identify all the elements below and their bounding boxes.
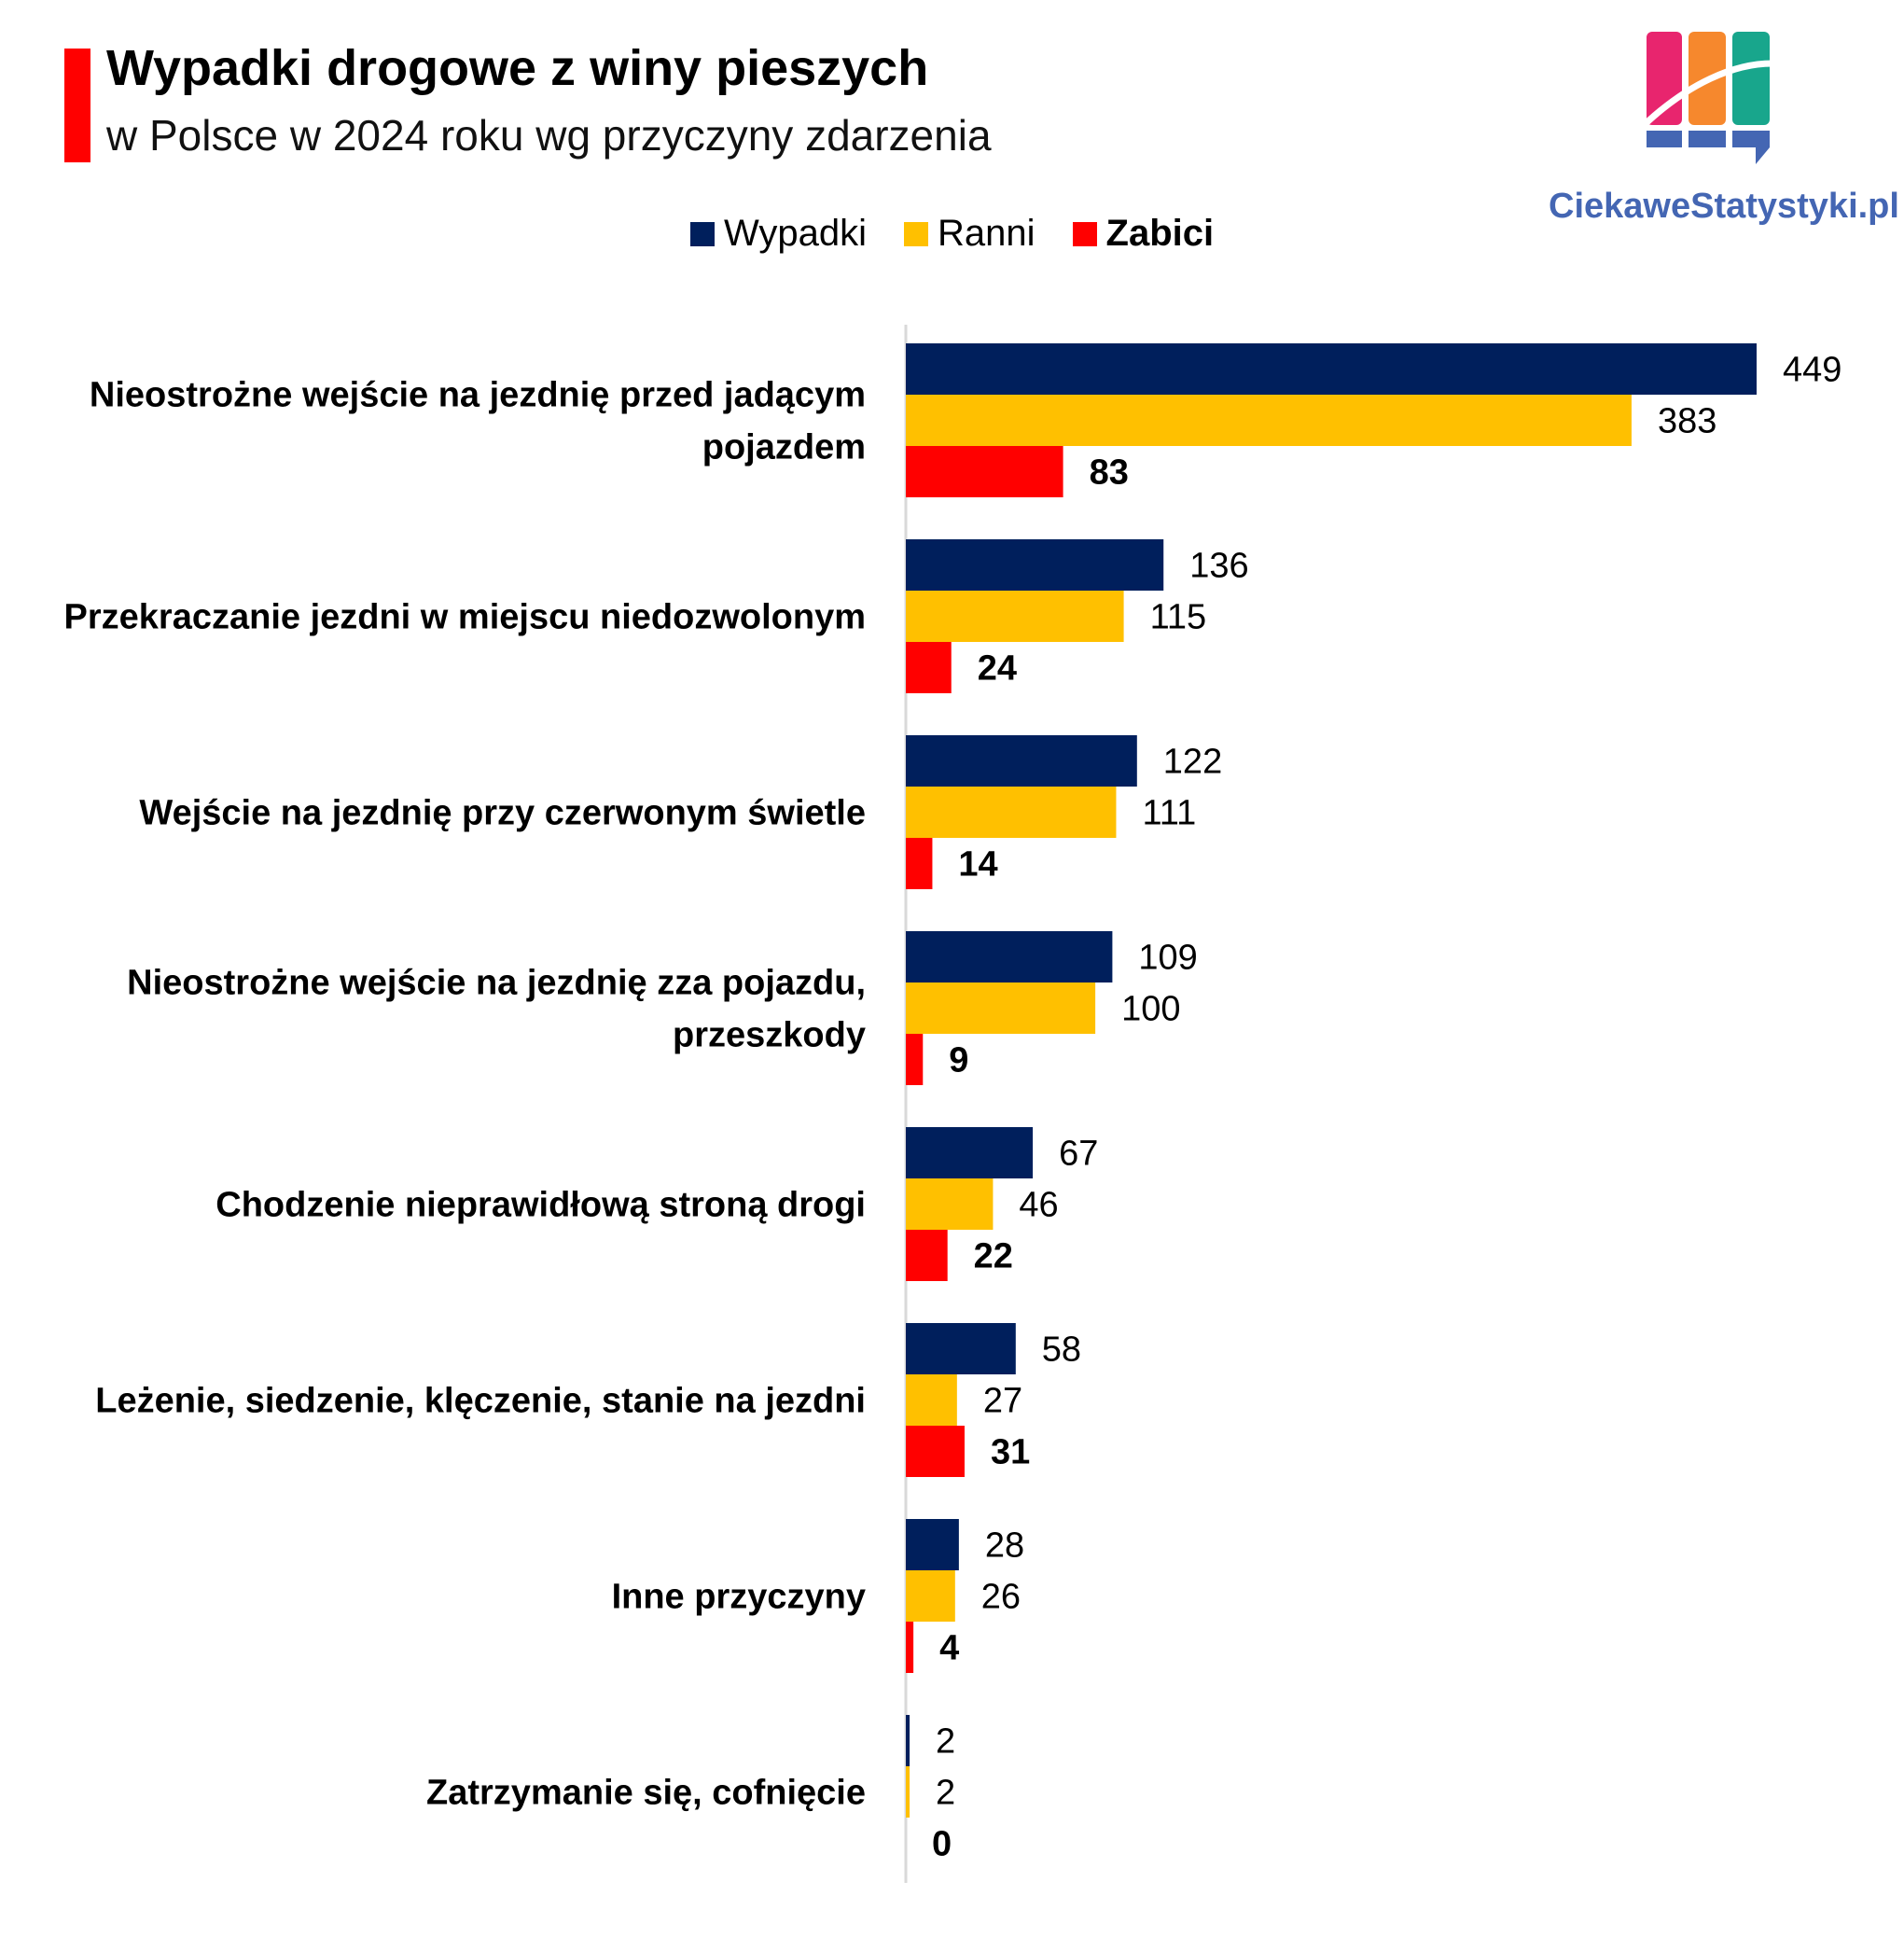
bar-zabici [906, 1622, 914, 1673]
data-label-ranni: 100 [1121, 990, 1180, 1029]
bar-ranni [906, 591, 1124, 642]
legend-swatch-zabici [1072, 221, 1097, 246]
data-label-ranni: 115 [1150, 598, 1207, 637]
category-label-line: Nieostrożne wejście na jezdnię zza pojaz… [127, 964, 866, 1003]
legend-swatch-wypadki [690, 221, 715, 246]
data-label-ranni: 2 [936, 1774, 955, 1813]
category-label-line: przeszkody [673, 1016, 866, 1055]
data-label-ranni: 111 [1142, 794, 1196, 833]
category-label: Inne przyczyny [612, 1578, 866, 1617]
data-label-zabici: 14 [958, 845, 997, 885]
data-label-wypadki: 109 [1138, 939, 1197, 978]
bar-zabici [906, 642, 952, 693]
data-label-wypadki: 122 [1163, 743, 1222, 782]
bar-chart: Nieostrożne wejście na jezdnię przed jad… [64, 325, 1841, 1883]
bar-wypadki [906, 539, 1164, 591]
bar-ranni [906, 1570, 955, 1622]
category-label: Zatrzymanie się, cofnięcie [426, 1774, 866, 1813]
logo-base-right [1732, 131, 1770, 164]
data-label-zabici: 0 [932, 1825, 952, 1864]
category-label-line: Wejście na jezdnię przy czerwonym świetl… [139, 794, 866, 833]
bar-ranni [906, 395, 1632, 446]
chart-legend: Wypadki Ranni Zabici [690, 213, 1251, 255]
category-label: Przekraczanie jezdni w miejscu niedozwol… [64, 598, 866, 637]
category-label: Leżenie, siedzenie, klęczenie, stanie na… [95, 1382, 866, 1421]
data-label-wypadki: 58 [1042, 1331, 1081, 1370]
logo-bar-green [1732, 32, 1770, 125]
bar-zabici [906, 446, 1063, 497]
bar-wypadki [906, 1323, 1016, 1374]
bar-ranni [906, 1178, 994, 1230]
data-label-wypadki: 136 [1189, 547, 1248, 586]
logo-base-mid [1689, 131, 1726, 147]
bar-wypadki [906, 931, 1113, 982]
bar-zabici [906, 1426, 965, 1477]
data-label-ranni: 26 [981, 1578, 1021, 1617]
category-label: Chodzenie nieprawidłową stroną drogi [215, 1186, 866, 1225]
data-label-zabici: 9 [949, 1041, 968, 1080]
title-accent-bar [64, 49, 90, 162]
bar-ranni [906, 787, 1117, 838]
bar-ranni [906, 982, 1096, 1034]
data-label-ranni: 383 [1658, 402, 1716, 441]
logo-swoosh [1637, 60, 1773, 132]
bar-wypadki [906, 1127, 1034, 1178]
bar-ranni [906, 1374, 957, 1426]
bar-zabici [906, 1230, 948, 1281]
bar-wypadki [906, 1715, 910, 1766]
data-label-zabici: 22 [974, 1237, 1013, 1276]
logo-base-left [1647, 131, 1682, 147]
category-label-line: Przekraczanie jezdni w miejscu niedozwol… [64, 598, 866, 637]
category-label: Nieostrożne wejście na jezdnię zza pojaz… [127, 964, 866, 1055]
data-label-ranni: 46 [1019, 1186, 1058, 1225]
legend-label-zabici: Zabici [1105, 213, 1215, 254]
data-label-zabici: 4 [939, 1629, 959, 1668]
data-label-wypadki: 67 [1059, 1135, 1098, 1174]
category-label: Wejście na jezdnię przy czerwonym świetl… [139, 794, 866, 833]
data-label-wypadki: 2 [936, 1722, 955, 1762]
data-label-zabici: 83 [1090, 453, 1129, 493]
bar-zabici [906, 838, 933, 889]
category-label-line: Zatrzymanie się, cofnięcie [426, 1774, 866, 1813]
bar-zabici [906, 1034, 924, 1085]
chart-title: Wypadki drogowe z winy pieszych [106, 40, 929, 96]
legend-item-wypadki: Wypadki [690, 213, 867, 255]
legend-item-zabici: Zabici [1072, 213, 1215, 255]
legend-label-wypadki: Wypadki [724, 213, 868, 254]
data-label-zabici: 24 [978, 649, 1017, 689]
legend-item-ranni: Ranni [904, 213, 1035, 255]
category-label-line: Inne przyczyny [612, 1578, 866, 1617]
data-label-zabici: 31 [991, 1433, 1030, 1472]
category-label-line: pojazdem [702, 428, 866, 467]
bar-wypadki [906, 735, 1137, 787]
category-label-line: Chodzenie nieprawidłową stroną drogi [215, 1186, 866, 1225]
data-label-wypadki: 449 [1783, 351, 1841, 390]
data-label-wypadki: 28 [985, 1526, 1024, 1566]
category-label: Nieostrożne wejście na jezdnię przed jad… [90, 376, 866, 467]
chart-subtitle: w Polsce w 2024 roku wg przyczyny zdarze… [106, 111, 992, 160]
brand-logo-icon [1637, 32, 1773, 164]
brand-name: CiekaweStatystyki.pl [1549, 187, 1899, 226]
category-label-line: Leżenie, siedzenie, klęczenie, stanie na… [95, 1382, 866, 1421]
legend-swatch-ranni [904, 221, 929, 246]
data-label-ranni: 27 [983, 1382, 1022, 1421]
bar-ranni [906, 1766, 910, 1818]
category-label-line: Nieostrożne wejście na jezdnię przed jad… [90, 376, 866, 415]
legend-label-ranni: Ranni [938, 213, 1035, 254]
bar-wypadki [906, 1519, 959, 1570]
bar-wypadki [906, 343, 1757, 395]
